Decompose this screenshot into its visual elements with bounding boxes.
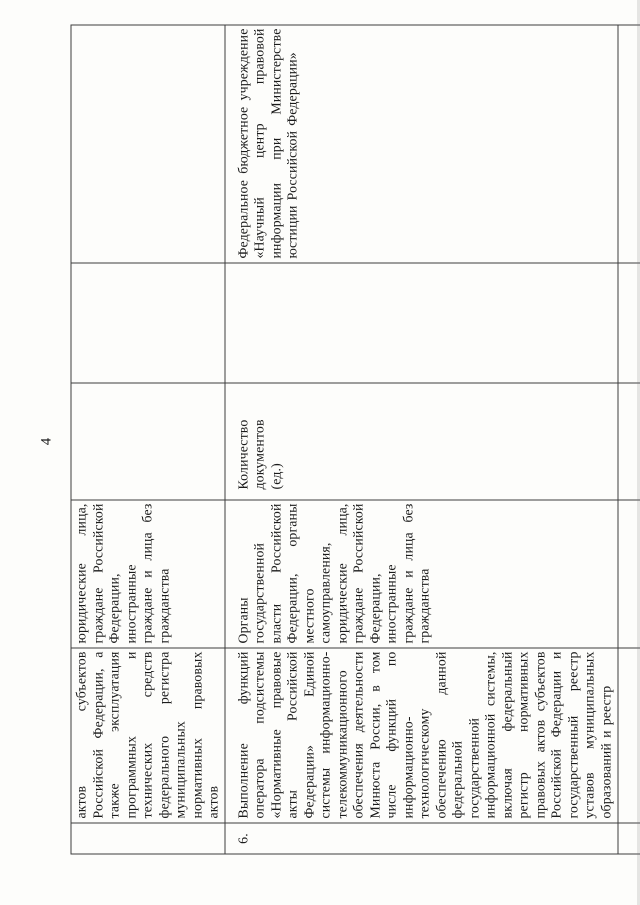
cell-row-number-6: 6.: [224, 822, 617, 854]
table-row-6: 6. Выполнение функций оператора подсисте…: [224, 24, 617, 854]
cell-executor-6: Федеральное бюджетное учреждение «Научны…: [224, 24, 617, 263]
page-number: 4: [38, 437, 54, 445]
cell-activity-6: Выполнение функций оператора подсистемы …: [224, 647, 617, 823]
cell-row-number-continuation: [70, 822, 224, 854]
cell-indicator-continuation: [70, 382, 224, 500]
cell-middle-continuation: [70, 262, 224, 383]
cell-indicator-6: Количество документов (ед.): [224, 382, 617, 500]
scan-edge-shadow: [637, 0, 640, 905]
cell-consumers-6: Органы государственной власти Российской…: [224, 499, 617, 648]
cell-middle-6: [224, 262, 617, 383]
table-row-continuation: актов субъектов Российской Федерации, а …: [70, 24, 224, 854]
document-table: актов субъектов Российской Федерации, а …: [70, 24, 640, 854]
cell-activity-continuation: актов субъектов Российской Федерации, а …: [70, 647, 224, 823]
cell-consumers-continuation: юридические лица, граждане Российской Фе…: [70, 499, 224, 648]
cell-executor-continuation: [70, 24, 224, 263]
